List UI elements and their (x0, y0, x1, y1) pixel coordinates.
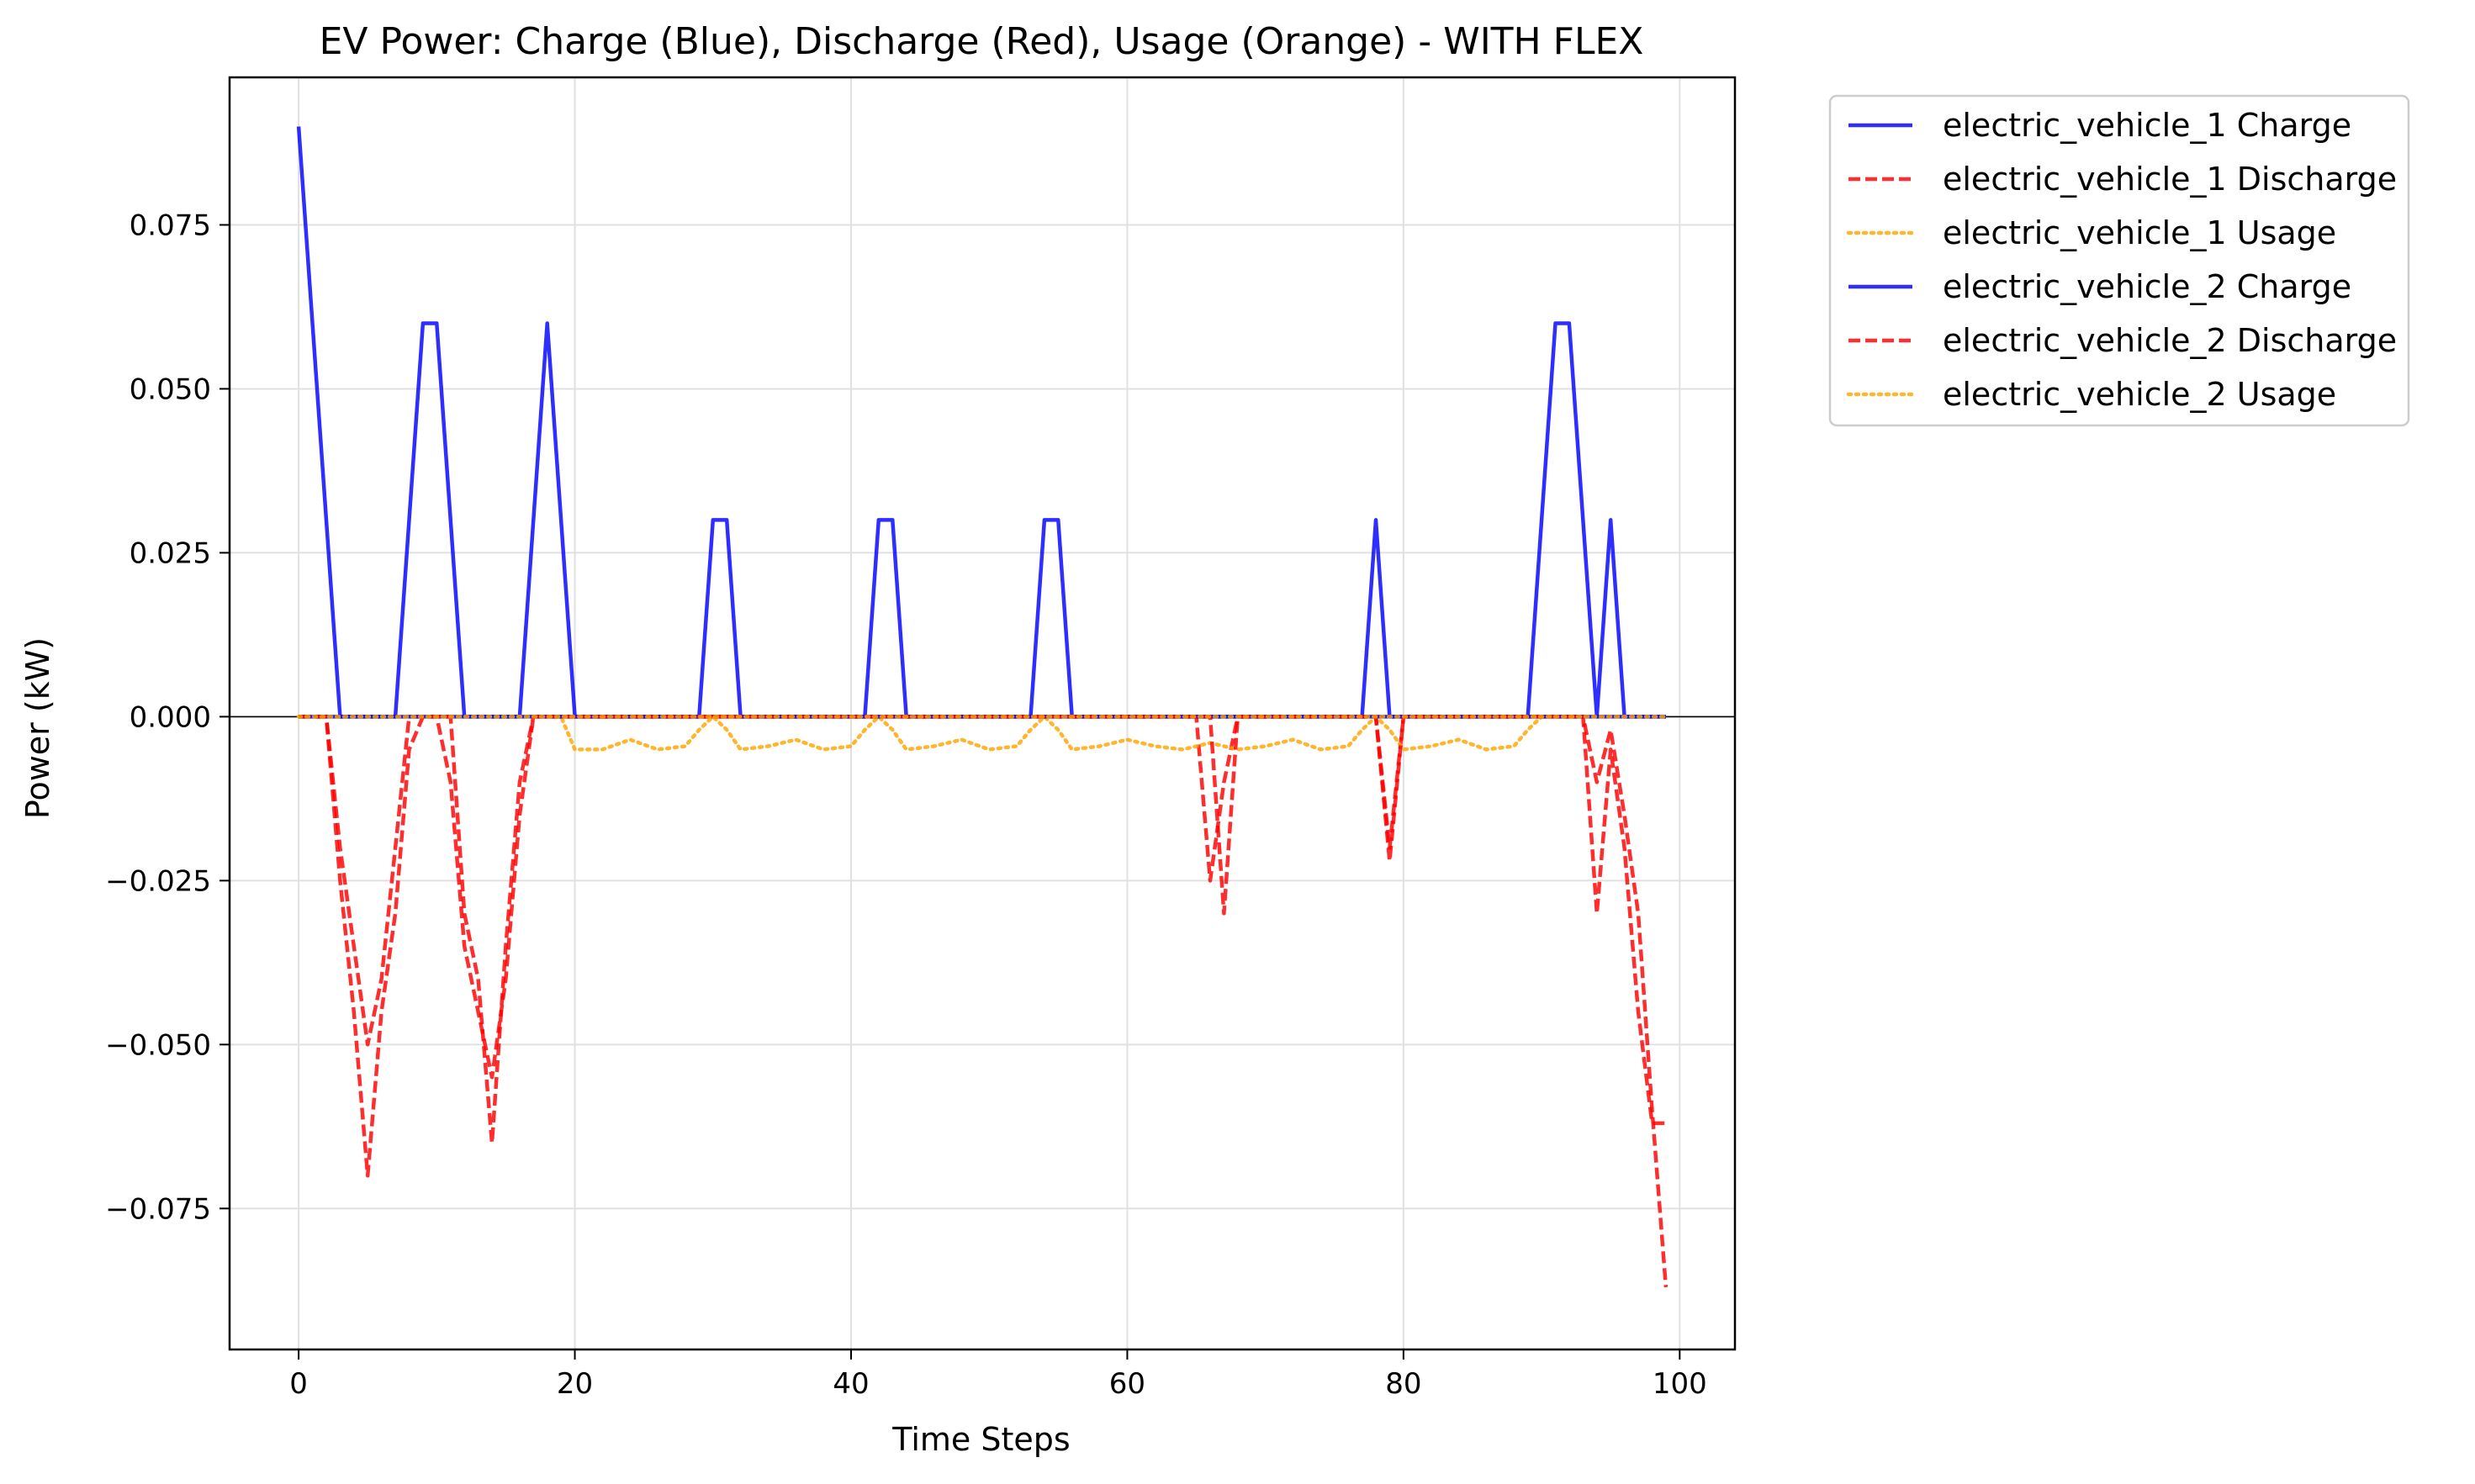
grid-lines (230, 77, 1735, 1349)
plot-frame (228, 76, 1737, 1351)
y-axis-label: Power (kW) (19, 637, 56, 819)
series-layer (296, 126, 1669, 1288)
legend: electric_vehicle_1 Charge electric_vehicl… (1828, 94, 2410, 427)
legend-label: electric_vehicle_1 Charge (1943, 107, 2351, 144)
legend-label: electric_vehicle_2 Discharge (1943, 322, 2397, 359)
series-line-electric-vehicle-1-usage (296, 715, 1669, 752)
legend-label: electric_vehicle_2 Usage (1943, 376, 2336, 413)
legend-label: electric_vehicle_1 Discharge (1943, 161, 2397, 198)
y-tick-label: 0.075 (130, 209, 211, 242)
x-axis-label: Time Steps (891, 1421, 1070, 1458)
x-tick-label: 100 (1653, 1367, 1707, 1401)
y-tick-label: 0.000 (130, 700, 211, 734)
axis-ticks: 0 20 40 60 80 100 −0.075 −0.050 −0.025 0.000 0.025… (105, 209, 1707, 1401)
y-tick-label: 0.050 (130, 372, 211, 406)
y-tick-label: 0.025 (130, 536, 211, 570)
x-tick-label: 40 (833, 1367, 869, 1401)
series-line-electric-vehicle-2-charge (299, 518, 1666, 719)
x-tick-label: 60 (1109, 1367, 1145, 1401)
y-tick-label: −0.050 (105, 1028, 211, 1062)
legend-label: electric_vehicle_1 Usage (1943, 214, 2336, 251)
x-tick-label: 0 (289, 1367, 308, 1401)
series-line-electric-vehicle-2-discharge (299, 715, 1666, 1178)
plot-area: 0 20 40 60 80 100 −0.075 −0.050 −0.025 0.000 0.025… (105, 76, 1737, 1401)
x-tick-label: 80 (1385, 1367, 1421, 1401)
y-tick-label: −0.075 (105, 1192, 211, 1226)
chart-title: EV Power: Charge (Blue), Discharge (Red)… (320, 20, 1644, 63)
y-tick-label: −0.025 (105, 864, 211, 898)
series-line-electric-vehicle-1-charge (296, 126, 1666, 719)
x-tick-label: 20 (557, 1367, 593, 1401)
legend-frame (1828, 94, 2410, 427)
legend-label: electric_vehicle_2 Charge (1943, 268, 2351, 305)
